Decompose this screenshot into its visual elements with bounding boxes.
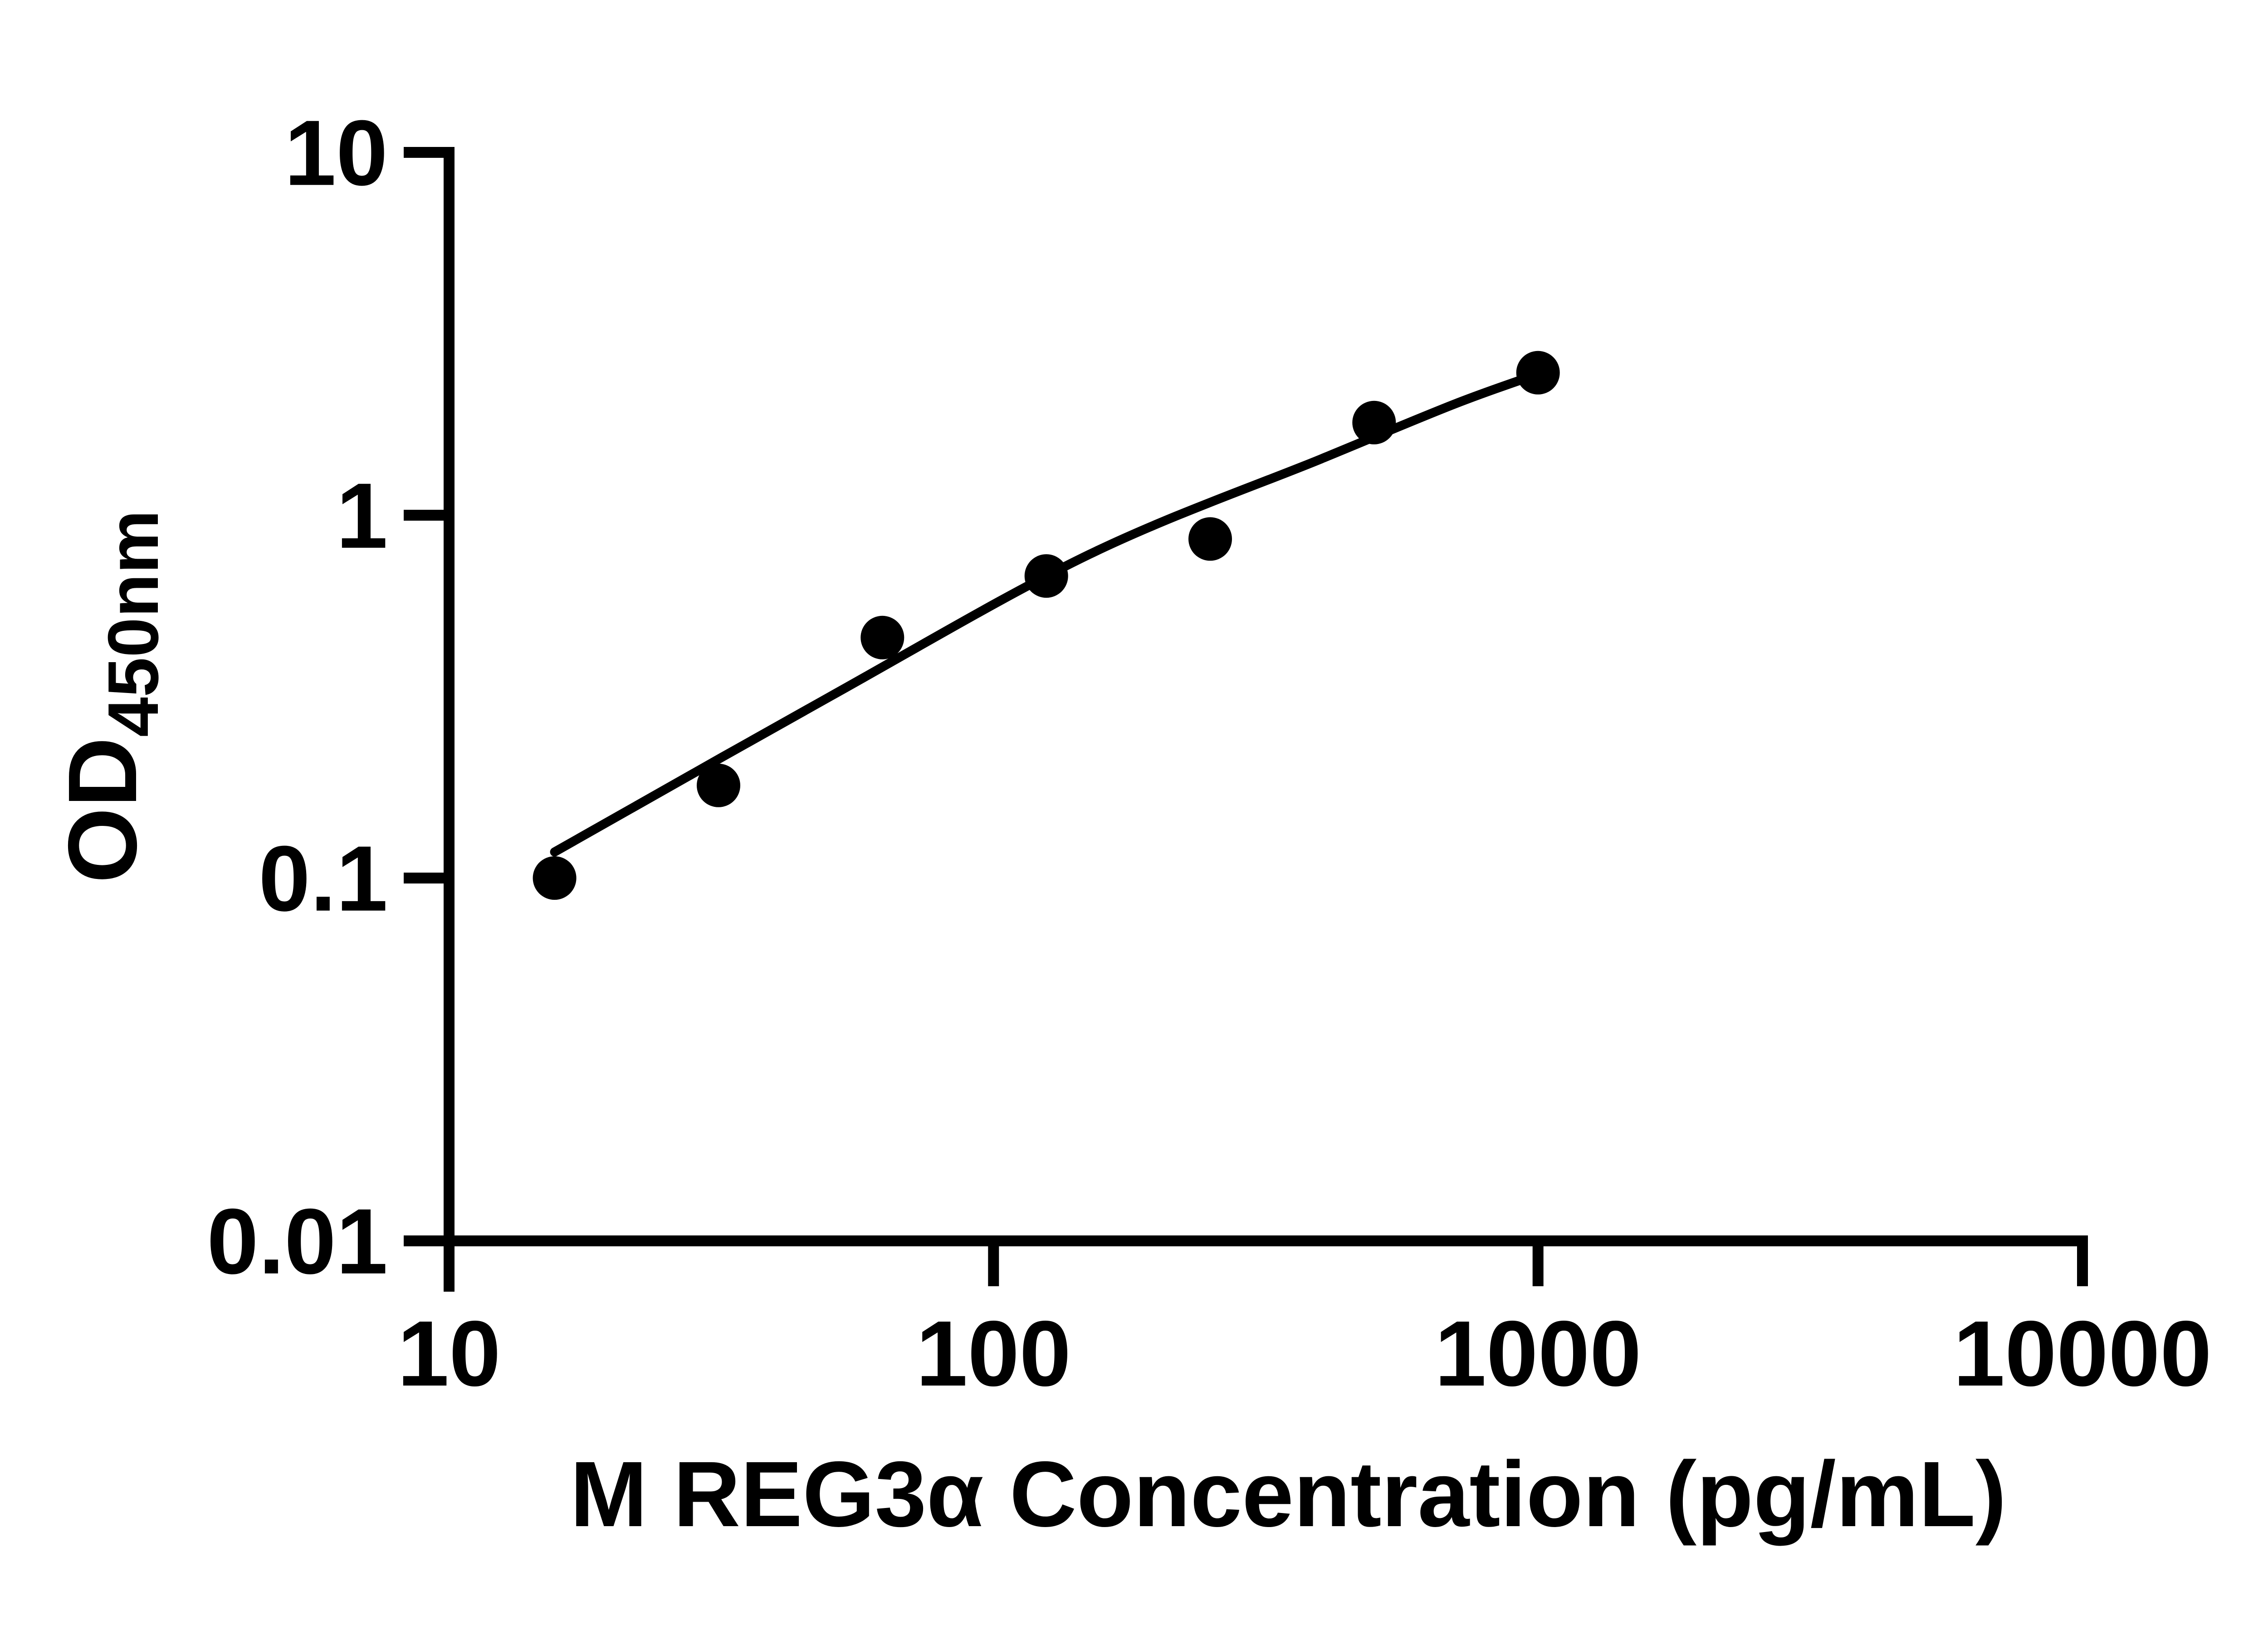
x-tick-mark — [988, 1235, 999, 1286]
data-point — [1024, 554, 1068, 598]
y-tick-mark — [404, 1235, 449, 1246]
y-tick-label: 0.1 — [259, 827, 388, 931]
y-tick-mark — [404, 510, 449, 521]
y-tick-label: 1 — [336, 464, 388, 568]
data-point — [1188, 517, 1232, 561]
data-point — [1516, 351, 1560, 395]
axes-layer — [404, 147, 2088, 1292]
x-tick-label: 1000 — [1435, 1302, 1642, 1406]
data-point — [697, 763, 740, 807]
point-layer — [533, 351, 1560, 900]
data-point — [860, 615, 904, 659]
x-tick-label: 10000 — [1953, 1302, 2212, 1406]
tick-layer — [404, 147, 2088, 1286]
fit-curve — [550, 369, 1543, 857]
x-tick-label: 100 — [916, 1302, 1071, 1406]
data-point — [1352, 400, 1396, 444]
x-axis-line — [404, 1235, 2088, 1246]
y-tick-mark — [404, 873, 449, 883]
y-axis-line — [444, 147, 455, 1292]
data-point — [533, 856, 577, 900]
x-tick-mark — [1532, 1235, 1544, 1286]
y-tick-label: 10 — [284, 101, 388, 205]
x-tick-mark — [2077, 1235, 2088, 1286]
y-tick-label: 0.01 — [207, 1190, 388, 1293]
x-axis-title: M REG3α Concentration (pg/mL) — [570, 1442, 2007, 1546]
x-tick-label: 10 — [397, 1302, 501, 1406]
y-axis-title: OD450nm — [48, 510, 173, 883]
curve-layer — [550, 369, 1543, 857]
x-tick-mark — [444, 1235, 455, 1286]
y-axis-title-main: OD — [48, 737, 157, 883]
y-axis-title-subscript: 450nm — [93, 510, 173, 737]
y-tick-mark — [404, 147, 449, 158]
